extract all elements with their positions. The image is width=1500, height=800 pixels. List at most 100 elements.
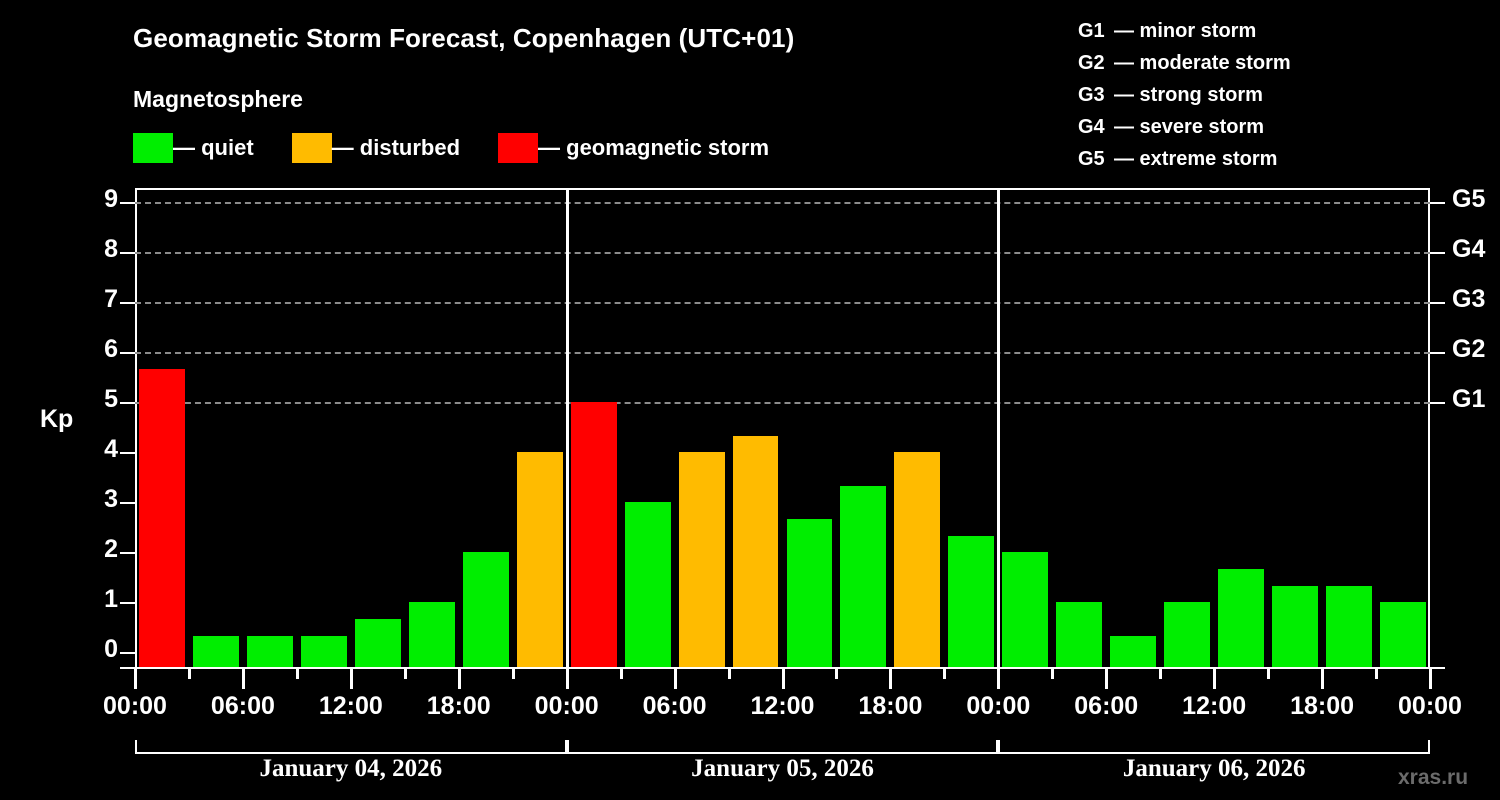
bar <box>1164 602 1211 667</box>
g-scale-row-g4: G4 — severe storm <box>1078 111 1291 143</box>
g-scale-text: — severe storm <box>1114 115 1265 138</box>
bar <box>1056 602 1103 667</box>
y-tick-label-8: 8 <box>104 235 118 263</box>
legend-label-storm: — geomagnetic storm <box>538 135 770 160</box>
g-tick-label-g5: G5 <box>1452 185 1486 213</box>
y-tick-label-5: 5 <box>104 385 118 413</box>
bar <box>894 452 941 667</box>
x-tick-label-2: 12:00 <box>318 692 383 720</box>
g-scale-row-g5: G5 — extreme storm <box>1078 143 1291 175</box>
x-tick-label-4: 00:00 <box>534 692 599 720</box>
bar <box>300 635 347 667</box>
bar <box>1218 568 1265 667</box>
y-tick-9 <box>120 202 135 204</box>
bar <box>624 502 671 667</box>
y-tick-8 <box>120 252 135 254</box>
bar <box>1380 602 1426 667</box>
x-tick-5 <box>403 667 407 679</box>
bar <box>192 635 239 667</box>
g-tick-g1 <box>1430 402 1445 404</box>
x-tick-21 <box>1267 667 1271 679</box>
x-tick-4 <box>349 667 353 689</box>
gridline-kp-6 <box>135 352 1430 354</box>
x-tick-3 <box>295 667 299 679</box>
g-tick-label-g2: G2 <box>1452 335 1486 363</box>
bar <box>516 452 563 667</box>
bar <box>139 368 185 667</box>
page-title: Geomagnetic Storm Forecast, Copenhagen (… <box>133 23 795 53</box>
g-scale-code: G5 <box>1078 147 1105 170</box>
day-separator-2 <box>997 188 1001 667</box>
g-tick-g4 <box>1430 252 1445 254</box>
x-tick-label-9: 06:00 <box>1074 692 1139 720</box>
x-tick-16 <box>997 667 1001 689</box>
x-tick-22 <box>1321 667 1325 689</box>
x-tick-8 <box>565 667 569 689</box>
x-tick-label-8: 00:00 <box>966 692 1031 720</box>
bar <box>1110 635 1157 667</box>
y-tick-label-7: 7 <box>104 285 118 313</box>
y-tick-7 <box>120 302 135 304</box>
x-tick-0 <box>134 667 137 689</box>
y-tick-label-1: 1 <box>104 585 118 613</box>
day-bracket-0 <box>135 740 567 754</box>
x-tick-label-1: 06:00 <box>210 692 275 720</box>
day-bracket-1 <box>566 740 999 754</box>
x-tick-24 <box>1429 667 1432 689</box>
bar <box>1002 552 1049 667</box>
legend-item-disturbed: — disturbed <box>291 133 460 163</box>
bar <box>1326 585 1373 667</box>
bar <box>840 485 887 667</box>
g-tick-label-g1: G1 <box>1452 385 1486 413</box>
x-tick-label-7: 18:00 <box>858 692 923 720</box>
y-tick-1 <box>120 602 135 604</box>
g-tick-label-g4: G4 <box>1452 235 1486 263</box>
legend-item-quiet: — quiet <box>133 133 254 163</box>
x-tick-1 <box>187 667 191 679</box>
g-scale-code: G1 <box>1078 19 1105 42</box>
bar <box>732 435 779 667</box>
x-tick-label-3: 18:00 <box>426 692 491 720</box>
gridline-kp-9 <box>135 202 1430 204</box>
legend: — quiet — disturbed — geomagnetic storm <box>133 133 807 163</box>
x-tick-23 <box>1375 667 1379 679</box>
bar <box>1272 585 1319 667</box>
x-tick-label-12: 00:00 <box>1398 692 1462 720</box>
y-tick-2 <box>120 552 135 554</box>
day-bracket-2 <box>998 740 1430 754</box>
bar <box>354 618 401 667</box>
x-tick-10 <box>673 667 677 689</box>
bar <box>570 402 617 667</box>
x-tick-6 <box>457 667 461 689</box>
x-tick-11 <box>727 667 731 679</box>
y-tick-label-2: 2 <box>104 535 118 563</box>
x-tick-14 <box>889 667 893 689</box>
x-tick-15 <box>943 667 947 679</box>
bar <box>948 535 995 667</box>
g-tick-g5 <box>1430 202 1445 204</box>
x-tick-12 <box>781 667 785 689</box>
legend-label-quiet: — quiet <box>173 135 254 160</box>
g-scale-legend: G1 — minor storm G2 — moderate storm G3 — str… <box>1078 15 1291 175</box>
x-tick-2 <box>241 667 245 689</box>
day-label-0: January 04, 2026 <box>259 755 443 782</box>
x-tick-17 <box>1051 667 1055 679</box>
x-tick-label-10: 12:00 <box>1182 692 1247 720</box>
legend-swatch-quiet <box>133 133 173 163</box>
legend-swatch-storm <box>498 133 539 163</box>
bar <box>786 518 833 667</box>
g-scale-code: G3 <box>1078 83 1105 106</box>
day-separator-1 <box>565 188 569 667</box>
x-tick-20 <box>1213 667 1217 689</box>
x-tick-9 <box>619 667 623 679</box>
y-tick-label-4: 4 <box>104 435 118 463</box>
y-tick-6 <box>120 352 135 354</box>
g-scale-text: — minor storm <box>1114 19 1257 42</box>
x-tick-7 <box>511 667 515 679</box>
g-scale-row-g3: G3 — strong storm <box>1078 79 1291 111</box>
bar <box>408 602 455 667</box>
x-tick-label-11: 18:00 <box>1290 692 1355 720</box>
y-tick-0 <box>120 652 135 654</box>
y-tick-5 <box>120 402 135 404</box>
